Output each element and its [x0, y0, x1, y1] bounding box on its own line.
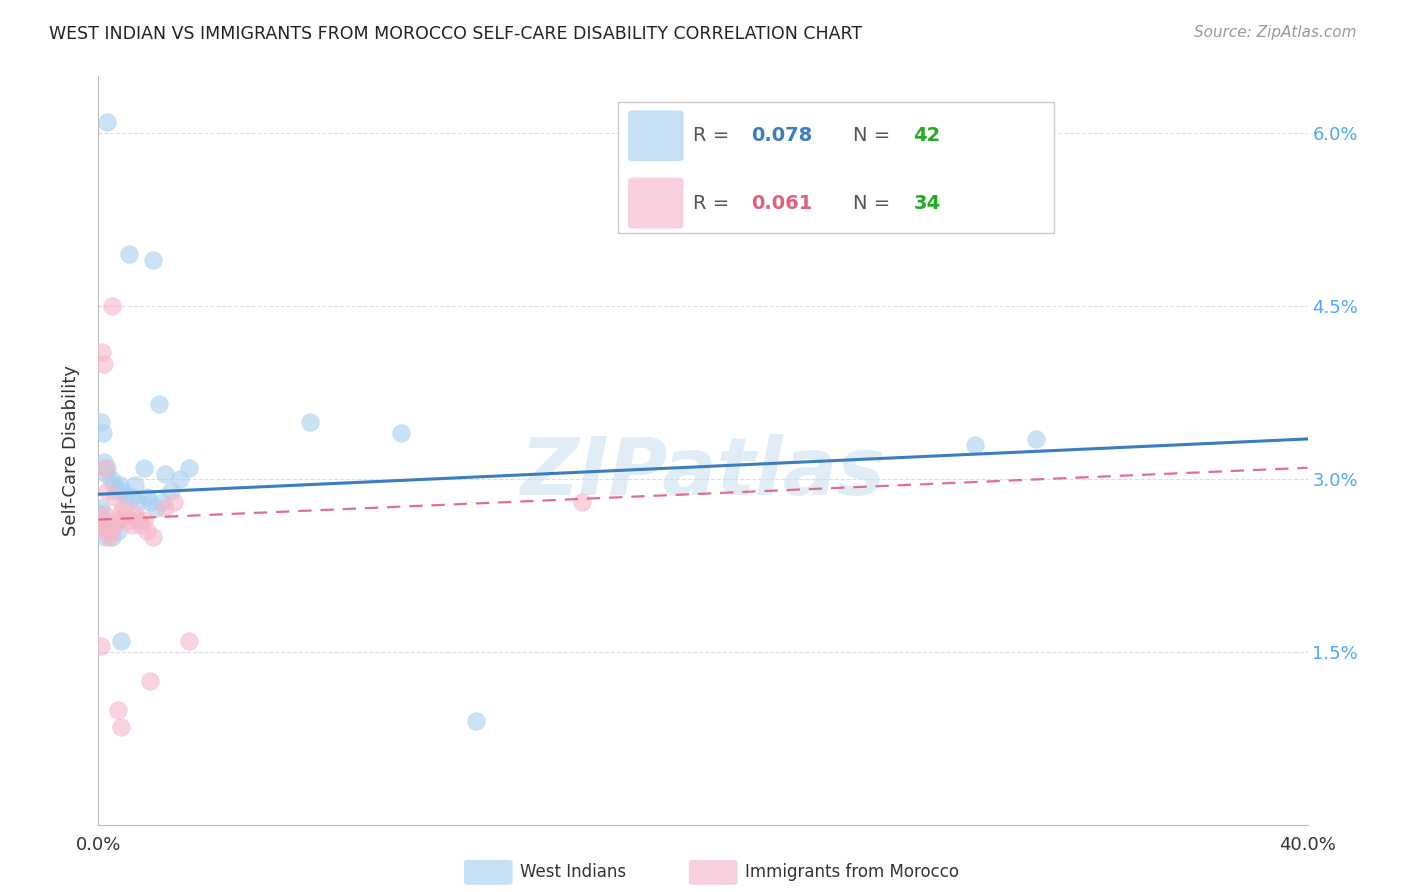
FancyBboxPatch shape	[628, 111, 683, 161]
Point	[299, 415, 322, 429]
Point	[1024, 432, 1046, 446]
Point	[163, 495, 186, 509]
Point	[153, 467, 176, 481]
Point	[103, 518, 125, 533]
Point	[93, 357, 115, 371]
Point	[571, 495, 593, 509]
FancyBboxPatch shape	[619, 102, 1053, 233]
Point	[98, 524, 121, 538]
Point	[118, 247, 141, 261]
Point	[104, 490, 127, 504]
Point	[110, 720, 132, 734]
Point	[114, 490, 136, 504]
Point	[100, 524, 122, 538]
Point	[96, 483, 118, 498]
Point	[142, 253, 165, 268]
Point	[139, 495, 162, 509]
Text: R =: R =	[693, 194, 735, 212]
Point	[91, 345, 114, 359]
Point	[98, 530, 121, 544]
Point	[139, 673, 162, 688]
Point	[124, 478, 146, 492]
Point	[96, 460, 118, 475]
Point	[105, 513, 128, 527]
Point	[96, 115, 118, 129]
Text: Immigrants from Morocco: Immigrants from Morocco	[745, 863, 959, 881]
Text: N =: N =	[853, 194, 897, 212]
Point	[101, 530, 124, 544]
Point	[124, 507, 146, 521]
Text: WEST INDIAN VS IMMIGRANTS FROM MOROCCO SELF-CARE DISABILITY CORRELATION CHART: WEST INDIAN VS IMMIGRANTS FROM MOROCCO S…	[49, 25, 862, 43]
Point	[96, 518, 118, 533]
Point	[179, 633, 201, 648]
Point	[150, 495, 173, 509]
Point	[145, 501, 167, 516]
Point	[129, 518, 152, 533]
Point	[103, 478, 125, 492]
Point	[90, 513, 112, 527]
Text: West Indians: West Indians	[520, 863, 626, 881]
Text: 0.078: 0.078	[751, 127, 813, 145]
Point	[127, 495, 149, 509]
Text: ZIPatlas: ZIPatlas	[520, 434, 886, 512]
Point	[132, 460, 155, 475]
Text: 42: 42	[914, 127, 941, 145]
Point	[101, 299, 124, 313]
Point	[108, 478, 131, 492]
Point	[93, 518, 115, 533]
Point	[108, 507, 131, 521]
Text: 34: 34	[914, 194, 941, 212]
Point	[153, 501, 176, 516]
Point	[105, 483, 128, 498]
Point	[111, 483, 134, 498]
Point	[160, 483, 183, 498]
Point	[91, 513, 114, 527]
Point	[90, 640, 112, 654]
Point	[132, 513, 155, 527]
Point	[127, 513, 149, 527]
Y-axis label: Self-Care Disability: Self-Care Disability	[62, 365, 80, 536]
Point	[465, 714, 488, 729]
Point	[135, 490, 157, 504]
Point	[121, 518, 143, 533]
Text: N =: N =	[853, 127, 897, 145]
Point	[91, 518, 114, 533]
Point	[107, 524, 129, 538]
Point	[94, 530, 117, 544]
Point	[89, 507, 111, 521]
Point	[114, 507, 136, 521]
Point	[94, 524, 117, 538]
Text: Source: ZipAtlas.com: Source: ZipAtlas.com	[1194, 25, 1357, 40]
Point	[90, 415, 112, 429]
Point	[121, 490, 143, 504]
Point	[93, 455, 115, 469]
Point	[100, 472, 122, 486]
FancyBboxPatch shape	[628, 178, 683, 228]
Point	[94, 460, 117, 475]
Point	[179, 460, 201, 475]
Point	[389, 426, 412, 441]
Point	[90, 501, 112, 516]
Point	[169, 472, 191, 486]
Point	[148, 397, 170, 411]
Point	[104, 518, 127, 533]
Point	[110, 633, 132, 648]
Point	[142, 530, 165, 544]
Point	[94, 467, 117, 481]
Point	[118, 513, 141, 527]
Text: 0.061: 0.061	[751, 194, 813, 212]
Text: R =: R =	[693, 127, 735, 145]
Point	[111, 501, 134, 516]
Point	[135, 524, 157, 538]
Point	[965, 438, 987, 452]
Point	[93, 507, 115, 521]
Point	[107, 703, 129, 717]
Point	[91, 426, 114, 441]
